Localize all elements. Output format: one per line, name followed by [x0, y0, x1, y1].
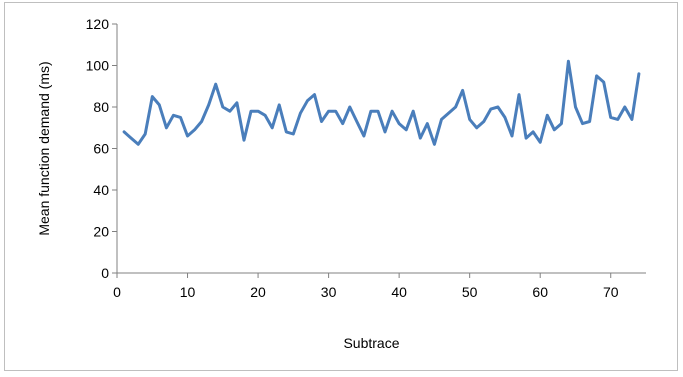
data-point: [383, 130, 387, 134]
data-point: [630, 118, 634, 121]
data-point: [567, 60, 570, 63]
data-point: [426, 122, 429, 125]
x-axis-ticks: 0 10 20 30 40 50 60 70: [113, 273, 619, 300]
data-point: [412, 109, 415, 113]
data-point: [172, 114, 175, 117]
data-point: [228, 109, 232, 113]
line-chart: 0 20 40 60 80 100 120 0 10 20 30 40 50 60 70 Subtrace…: [36, 16, 646, 351]
data-point: [489, 107, 493, 111]
data-point: [588, 120, 591, 123]
data-point: [122, 130, 126, 134]
data-point: [623, 105, 627, 109]
data-point: [461, 89, 464, 92]
data-point: [616, 118, 619, 121]
data-point: [524, 136, 528, 140]
data-point: [214, 82, 217, 86]
x-tick-label: 0: [113, 284, 121, 300]
data-point: [602, 80, 605, 84]
x-axis-label: Subtrace: [343, 335, 399, 351]
data-point: [313, 93, 316, 96]
series-layer: [122, 59, 641, 146]
x-tick-label: 50: [462, 284, 478, 300]
y-tick-label: 40: [93, 182, 109, 198]
data-point: [179, 116, 182, 119]
data-point: [546, 114, 549, 117]
data-point: [581, 122, 584, 125]
data-point: [256, 109, 260, 113]
data-point: [355, 120, 359, 123]
data-point: [595, 74, 598, 78]
data-point: [503, 116, 507, 119]
data-point: [299, 112, 302, 115]
data-point: [129, 136, 133, 140]
data-point: [419, 136, 422, 140]
y-tick-label: 100: [86, 58, 110, 74]
series-line: [122, 59, 641, 146]
data-point: [334, 109, 337, 113]
data-point: [158, 103, 161, 107]
data-point: [496, 105, 500, 109]
data-point: [482, 120, 485, 123]
y-tick-label: 20: [93, 224, 109, 240]
y-axis-label: Mean function demand (ms): [36, 61, 52, 235]
data-point: [531, 130, 535, 134]
data-point: [193, 128, 196, 132]
data-point: [144, 132, 147, 136]
data-point: [433, 143, 436, 146]
data-point: [320, 120, 323, 123]
y-tick-label: 120: [86, 16, 110, 32]
data-point: [136, 143, 140, 146]
x-tick-label: 60: [532, 284, 548, 300]
data-point: [510, 134, 514, 138]
data-point: [263, 114, 267, 117]
data-point: [609, 116, 612, 119]
data-point: [362, 134, 366, 138]
data-point: [306, 99, 309, 102]
data-point: [637, 72, 641, 76]
data-point: [186, 134, 189, 138]
data-point: [292, 132, 295, 136]
data-point: [242, 139, 246, 142]
data-point: [404, 128, 408, 132]
x-tick-label: 10: [180, 284, 196, 300]
x-tick-label: 40: [391, 284, 407, 300]
data-point: [447, 112, 450, 115]
data-point: [574, 105, 577, 109]
data-point: [278, 103, 281, 107]
data-point: [553, 128, 556, 132]
data-point: [517, 93, 521, 96]
y-axis-ticks: 0 20 40 60 80 100 120: [86, 16, 117, 281]
data-point: [200, 120, 203, 123]
data-point: [341, 122, 344, 125]
data-point: [151, 95, 154, 98]
data-point: [348, 105, 351, 109]
y-tick-label: 60: [93, 141, 109, 157]
data-point: [440, 118, 443, 121]
y-tick-label: 80: [93, 99, 109, 115]
data-point: [249, 109, 253, 113]
data-point: [285, 130, 288, 134]
x-tick-label: 20: [250, 284, 266, 300]
data-point: [475, 126, 478, 129]
y-tick-label: 0: [101, 265, 109, 281]
data-point: [221, 105, 224, 109]
data-point: [369, 109, 373, 113]
data-point: [454, 105, 457, 109]
data-point: [468, 118, 471, 121]
chart-frame: 0 20 40 60 80 100 120 0 10 20 30 40 50 60 70 Subtrace…: [4, 2, 678, 371]
data-point: [270, 126, 274, 129]
data-point: [397, 122, 401, 125]
data-point: [376, 109, 380, 113]
data-point: [327, 109, 330, 113]
data-point: [539, 141, 542, 144]
data-point: [390, 109, 394, 113]
x-tick-label: 70: [603, 284, 619, 300]
data-point: [165, 126, 168, 129]
data-point: [235, 101, 239, 105]
data-point: [207, 103, 210, 107]
data-point: [560, 122, 563, 125]
x-tick-label: 30: [321, 284, 337, 300]
